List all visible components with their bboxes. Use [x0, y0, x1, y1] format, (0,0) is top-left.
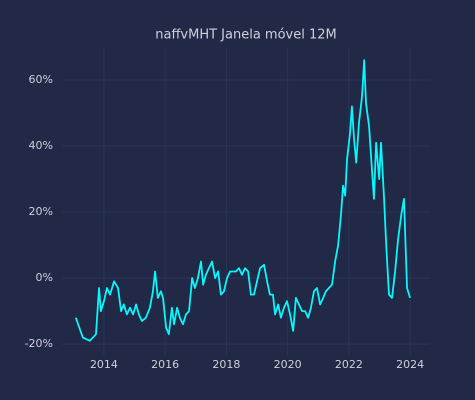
x-tick-label: 2020 [274, 358, 302, 371]
y-tick-label: 40% [29, 139, 53, 152]
x-tick-label: 2014 [90, 358, 118, 371]
y-tick-label: 0% [36, 271, 53, 284]
y-tick-label: -20% [25, 337, 53, 350]
chart-title: naffvMHT Janela móvel 12M [155, 28, 336, 43]
y-tick-label: 20% [29, 205, 53, 218]
data-line [74, 59, 411, 342]
x-tick-label: 2022 [335, 358, 363, 371]
y-tick-label: 60% [29, 73, 53, 86]
x-tick-label: 2016 [151, 358, 179, 371]
x-tick-label: 2018 [212, 358, 240, 371]
x-tick-label: 2024 [396, 358, 424, 371]
